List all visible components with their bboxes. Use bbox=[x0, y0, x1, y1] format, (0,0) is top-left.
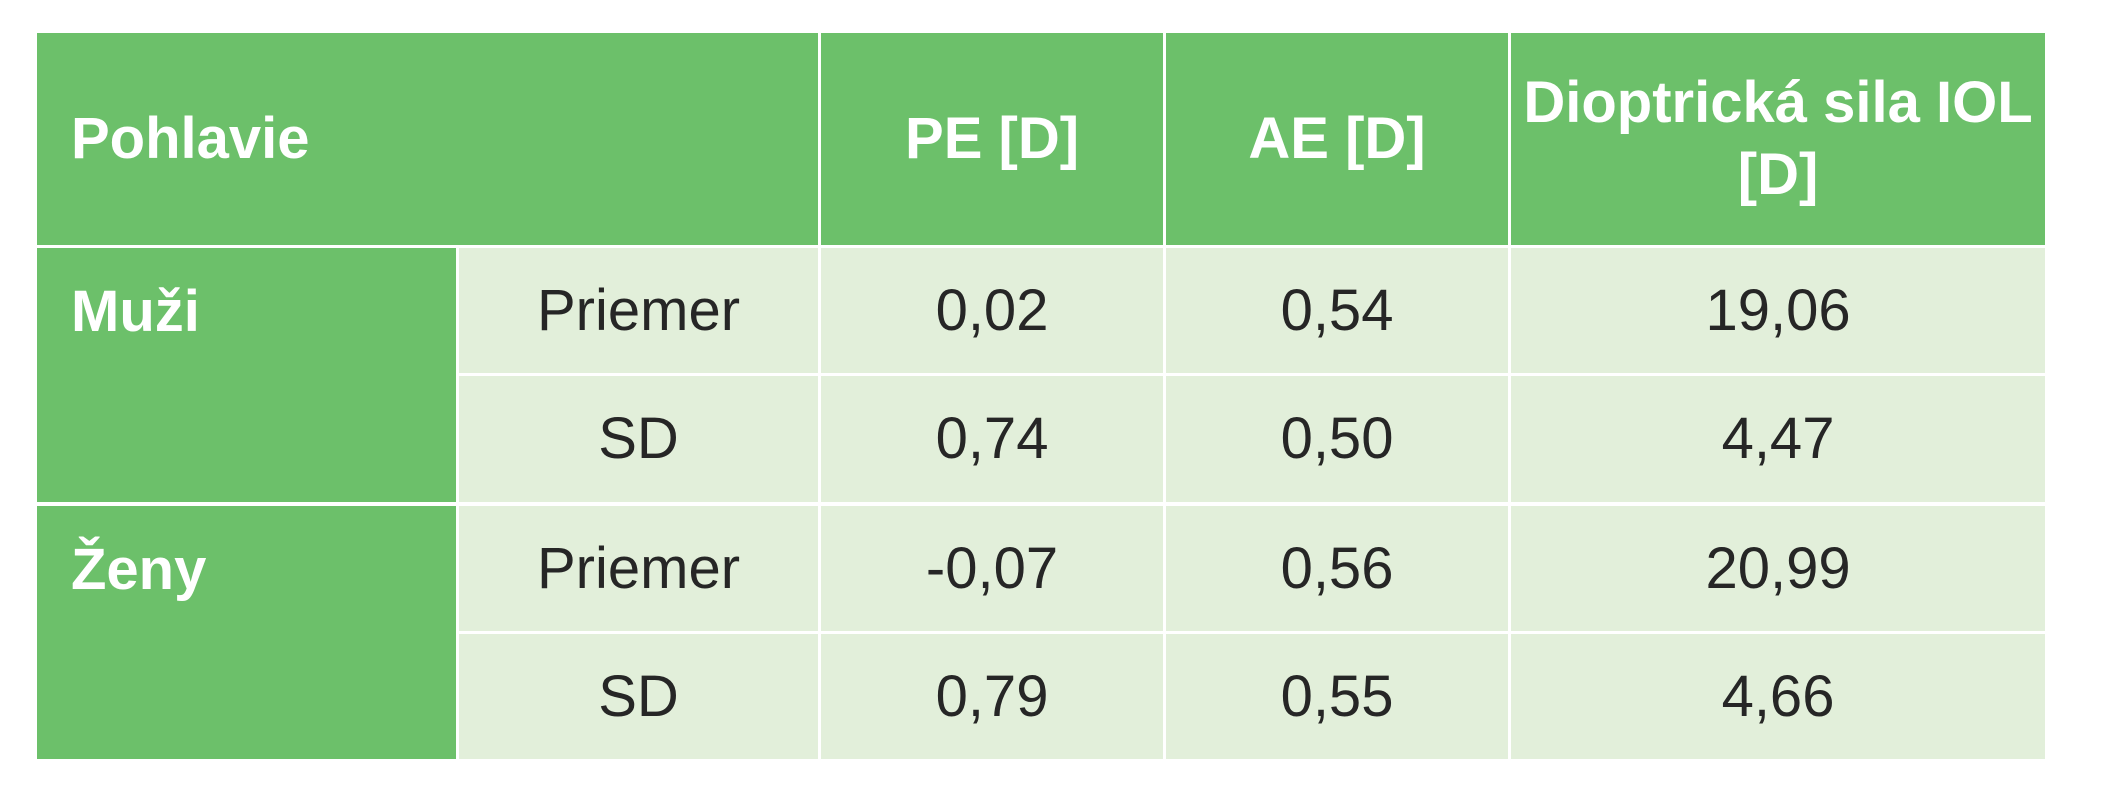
iol-value: 4,47 bbox=[1508, 373, 2049, 506]
ae-value: 0,55 bbox=[1163, 630, 1512, 763]
table-row: Ženy Priemer -0,07 0,56 20,99 bbox=[34, 501, 2049, 762]
iol-value: 4,66 bbox=[1508, 630, 2049, 763]
pe-value: 0,02 bbox=[818, 245, 1167, 377]
table-row: Muži Priemer 0,02 0,54 19,06 bbox=[34, 245, 2049, 506]
header-ae: AE [D] bbox=[1163, 29, 1512, 249]
ae-value: 0,50 bbox=[1163, 373, 1512, 506]
results-table-container: Pohlavie PE [D] AE [D] Dioptrická sila I… bbox=[33, 29, 2049, 763]
stat-label: SD bbox=[455, 373, 822, 506]
ae-value: 0,54 bbox=[1163, 245, 1512, 377]
group-label-men: Muži bbox=[34, 245, 459, 506]
stat-label: Priemer bbox=[455, 245, 822, 377]
header-gender: Pohlavie bbox=[33, 29, 822, 249]
iol-value: 20,99 bbox=[1508, 501, 2049, 634]
pe-value: 0,79 bbox=[818, 630, 1167, 763]
group-label-women: Ženy bbox=[34, 501, 459, 762]
pe-value: -0,07 bbox=[818, 501, 1167, 634]
table-row: SD 0,74 0,50 4,47 bbox=[36, 373, 2049, 506]
header-row: Pohlavie PE [D] AE [D] Dioptrická sila I… bbox=[33, 29, 2049, 249]
header-iol: Dioptrická sila IOL [D] bbox=[1508, 29, 2049, 249]
stat-label: Priemer bbox=[455, 501, 822, 634]
stat-label: SD bbox=[455, 630, 822, 763]
header-pe: PE [D] bbox=[818, 29, 1167, 249]
results-table: Pohlavie PE [D] AE [D] Dioptrická sila I… bbox=[33, 29, 2049, 763]
table-row: SD 0,79 0,55 4,66 bbox=[36, 630, 2049, 763]
pe-value: 0,74 bbox=[818, 373, 1167, 506]
iol-value: 19,06 bbox=[1508, 245, 2049, 377]
ae-value: 0,56 bbox=[1163, 501, 1512, 634]
